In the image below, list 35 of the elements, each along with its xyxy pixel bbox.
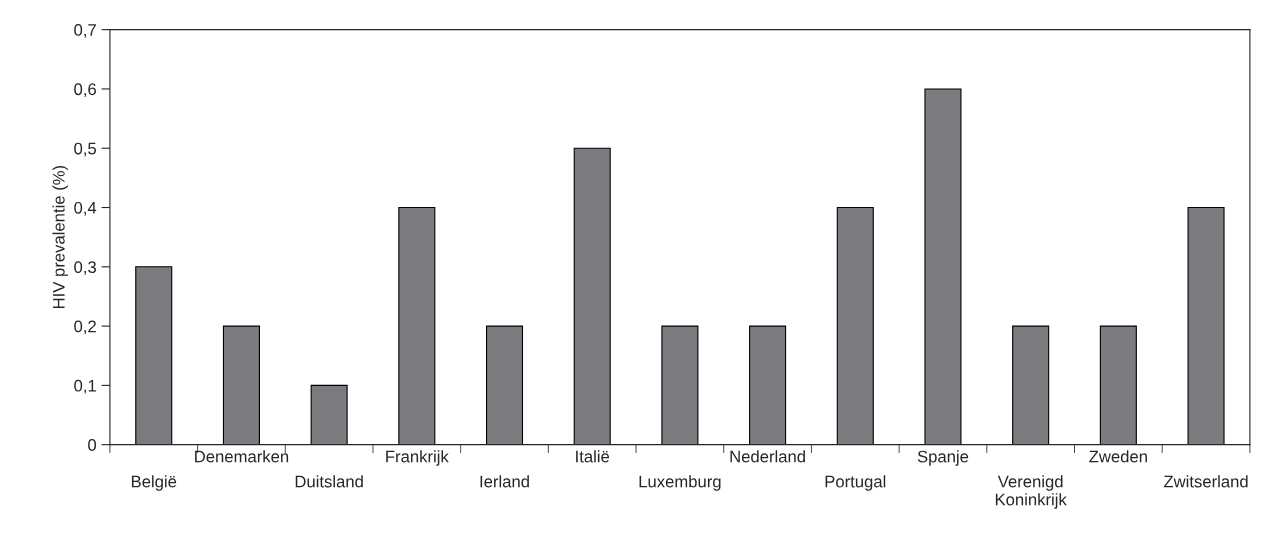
y-tick-label: 0,4: [74, 201, 97, 216]
bar: [573, 147, 611, 445]
x-tick-label: Frankrijk: [386, 450, 449, 466]
y-tick-label: 0: [88, 439, 97, 451]
y-tick-label: 0,1: [74, 379, 96, 394]
bar: [1099, 325, 1137, 445]
y-tick-label: 0,6: [74, 83, 96, 98]
y-tick-label: 0,7: [74, 24, 96, 38]
x-tick-label: Italië: [576, 450, 610, 463]
x-tick-label: Denemarken: [195, 450, 289, 463]
bar: [485, 325, 524, 445]
bar: [398, 206, 436, 445]
x-tick-label: Ierland: [480, 475, 529, 488]
x-tick-label: Portugal: [825, 475, 886, 491]
y-tick-label: 0,2: [74, 320, 96, 335]
x-tick-label: Zwitserland: [1163, 475, 1248, 488]
bar: [222, 325, 260, 445]
bar: [749, 325, 787, 445]
bar: [1012, 325, 1050, 445]
x-tick-label: Spanje: [917, 450, 969, 466]
bar: [661, 325, 699, 445]
x-tick-label: Verenigd Koninkrijk: [995, 475, 1067, 509]
x-tick-label: Nederland: [730, 450, 805, 463]
y-tick-label: 0,3: [74, 261, 96, 275]
x-tick-label: Duitsland: [295, 475, 363, 488]
bar: [836, 206, 874, 445]
y-tick-label: 0,5: [74, 142, 97, 157]
bar: [135, 266, 173, 445]
bar: [1187, 206, 1225, 445]
bar: [310, 384, 348, 445]
bar: [924, 88, 962, 445]
x-tick-label: België: [131, 475, 177, 491]
x-tick-label: Zweden: [1089, 450, 1147, 463]
y-axis-title: HIV prevalentie (%): [52, 165, 68, 309]
x-tick-label: Luxemburg: [639, 475, 721, 491]
